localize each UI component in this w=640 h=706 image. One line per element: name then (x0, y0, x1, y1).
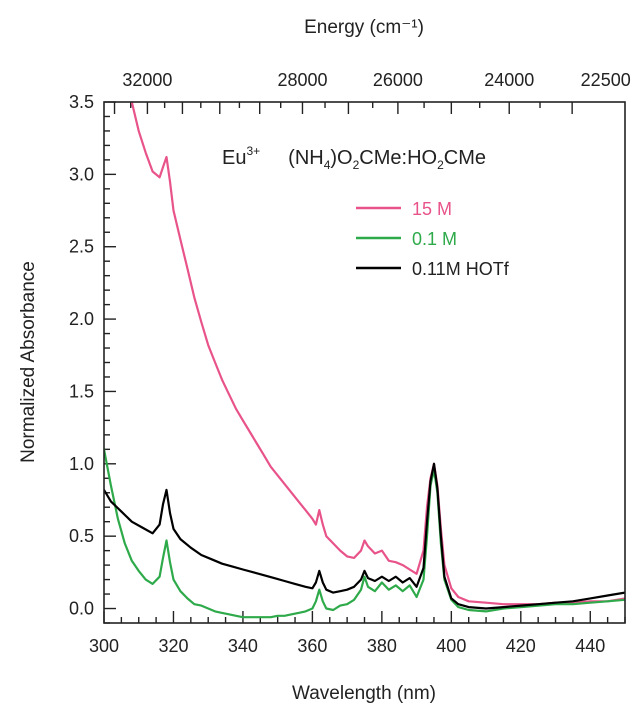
x-tick-label: 340 (228, 636, 258, 656)
annotation-formula-3: )O (330, 147, 352, 169)
y-tick-label: 0.0 (69, 599, 94, 619)
sample-annotation: Eu3+ (NH4)O2CMe:HO2CMe (222, 144, 486, 172)
y-tick-label: 3.0 (69, 164, 94, 184)
x-tick-label: 300 (89, 636, 119, 656)
y-tick-label: 0.5 (69, 526, 94, 546)
annotation-formula-7: CMe (444, 147, 486, 169)
x2-tick-label: 22500 (581, 70, 631, 90)
x-tick-marks (103, 611, 626, 623)
annotation-element: Eu (222, 147, 246, 169)
legend-label-2: 0.1 M (412, 229, 457, 249)
y-tick-label: 1.5 (69, 381, 94, 401)
series-line-2 (104, 448, 625, 619)
series-lines (104, 102, 625, 619)
y-axis-title: Normalized Absorbance (18, 261, 39, 463)
x2-axis-title: Energy (cm⁻¹) (304, 17, 424, 38)
series-line-3 (104, 462, 625, 610)
y-tick-marks (104, 101, 116, 624)
x2-tick-label: 32000 (122, 70, 172, 90)
plot-frame (103, 101, 626, 624)
y-tick-label: 1.0 (69, 454, 94, 474)
x-tick-label: 440 (575, 636, 605, 656)
x2-tick-labels: 32000 28000 26000 24000 22500 (122, 70, 630, 90)
series-line-1 (130, 102, 625, 606)
x-tick-label: 420 (506, 636, 536, 656)
x2-tick-label: 24000 (484, 70, 534, 90)
annotation-charge: 3+ (246, 144, 260, 158)
annotation-formula-1: (NH (288, 147, 324, 169)
x-tick-label: 380 (367, 636, 397, 656)
y-tick-label: 3.5 (69, 92, 94, 112)
x-axis-title: Wavelength (nm) (292, 683, 436, 704)
x2-tick-marks (113, 102, 573, 114)
x-tick-label: 360 (297, 636, 327, 656)
legend-label-1: 15 M (412, 199, 452, 219)
legend-label-3: 0.11M HOTf (412, 259, 510, 279)
annotation-formula-6: 2 (437, 158, 444, 172)
annotation-formula-2: 4 (324, 158, 331, 172)
legend: 15 M 0.1 M 0.11M HOTf (356, 199, 510, 279)
annotation-formula-4: 2 (353, 158, 360, 172)
y-tick-label: 2.5 (69, 237, 94, 257)
x2-tick-label: 28000 (277, 70, 327, 90)
x-tick-labels: 300 320 340 360 380 400 420 440 (89, 636, 605, 656)
annotation-formula-5: CMe:HO (359, 147, 437, 169)
y-tick-label: 2.0 (69, 309, 94, 329)
x-tick-label: 320 (158, 636, 188, 656)
x2-tick-label: 26000 (373, 70, 423, 90)
y-tick-labels: 0.0 0.5 1.0 1.5 2.0 2.5 3.0 3.5 (69, 92, 94, 619)
x-tick-label: 400 (436, 636, 466, 656)
